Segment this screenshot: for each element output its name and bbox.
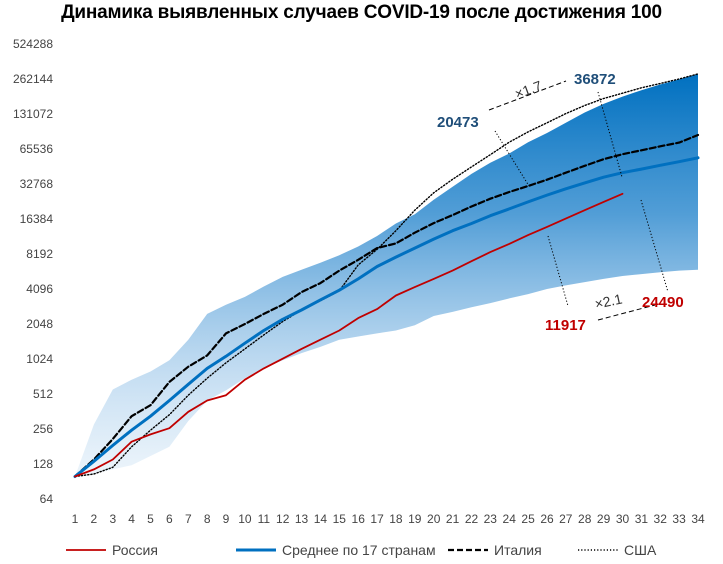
series-line-2 [73, 156, 700, 478]
series-line-4 [74, 73, 699, 478]
x-tick-label: 34 [691, 512, 705, 526]
x-tick-label: 11 [258, 512, 271, 526]
x-tick-label: 18 [389, 512, 403, 526]
y-tick-label: 524288 [13, 37, 53, 51]
annotation-italy-mult: ×1.7 [513, 77, 545, 102]
y-tick-label: 8192 [26, 247, 53, 261]
x-tick-label: 4 [128, 512, 135, 526]
annotation-russia-a: 11917 [545, 317, 586, 334]
legend-label-3: Италия [494, 542, 542, 558]
x-tick-label: 30 [616, 512, 630, 526]
y-tick-label: 65536 [20, 142, 54, 156]
y-tick-label: 512 [33, 387, 53, 401]
legend-label-1: Россия [112, 542, 158, 558]
annotation-italy-b: 36872 [574, 71, 616, 88]
y-tick-label: 4096 [26, 282, 53, 296]
annotation-italy-a: 20473 [437, 114, 479, 131]
x-tick-label: 12 [276, 512, 290, 526]
y-tick-label: 16384 [20, 212, 54, 226]
x-tick-label: 28 [578, 512, 592, 526]
x-tick-label: 15 [333, 512, 347, 526]
series-line-1 [74, 192, 624, 478]
annotation-connector-russia [597, 304, 656, 321]
x-tick-label: 10 [238, 512, 252, 526]
x-tick-label: 9 [223, 512, 230, 526]
x-tick-label: 25 [521, 512, 535, 526]
x-tick-label: 19 [408, 512, 422, 526]
legend-label-2: Среднее по 17 странам [282, 542, 436, 558]
y-tick-label: 262144 [13, 72, 53, 86]
y-tick-label: 64 [40, 492, 54, 506]
x-tick-label: 2 [91, 512, 98, 526]
legend-label-4: США [624, 542, 657, 558]
annotation-russia-mult: ×2.1 [593, 290, 624, 311]
y-tick-label: 2048 [26, 317, 53, 331]
y-tick-label: 128 [33, 457, 53, 471]
x-tick-label: 14 [314, 512, 328, 526]
x-tick-label: 17 [370, 512, 384, 526]
x-tick-label: 13 [295, 512, 309, 526]
x-tick-label: 6 [166, 512, 173, 526]
x-tick-label: 8 [204, 512, 211, 526]
x-tick-label: 3 [109, 512, 116, 526]
x-tick-label: 20 [427, 512, 441, 526]
x-tick-label: 5 [147, 512, 154, 526]
x-tick-label: 1 [72, 512, 79, 526]
x-tick-label: 21 [446, 512, 460, 526]
x-tick-label: 23 [484, 512, 498, 526]
annotation-connector-italy [488, 80, 567, 111]
range-band [75, 73, 698, 477]
chart-title: Динамика выявленных случаев COVID-19 пос… [61, 2, 662, 23]
x-tick-label: 29 [597, 512, 611, 526]
x-tick-label: 16 [352, 512, 366, 526]
x-tick-label: 33 [672, 512, 686, 526]
series-line-3 [73, 133, 700, 478]
x-tick-label: 27 [559, 512, 573, 526]
x-tick-label: 22 [465, 512, 479, 526]
y-tick-label: 131072 [13, 107, 53, 121]
annotation-leader-italy-a [494, 130, 530, 187]
x-tick-label: 7 [185, 512, 192, 526]
y-tick-label: 256 [33, 422, 53, 436]
annotation-russia-b: 24490 [642, 294, 684, 311]
annotation-leader-italy-b [597, 91, 623, 178]
x-tick-label: 26 [540, 512, 554, 526]
x-tick-label: 31 [635, 512, 649, 526]
x-tick-label: 32 [654, 512, 668, 526]
y-tick-label: 1024 [26, 352, 53, 366]
x-tick-label: 24 [503, 512, 517, 526]
y-tick-label: 32768 [20, 177, 54, 191]
